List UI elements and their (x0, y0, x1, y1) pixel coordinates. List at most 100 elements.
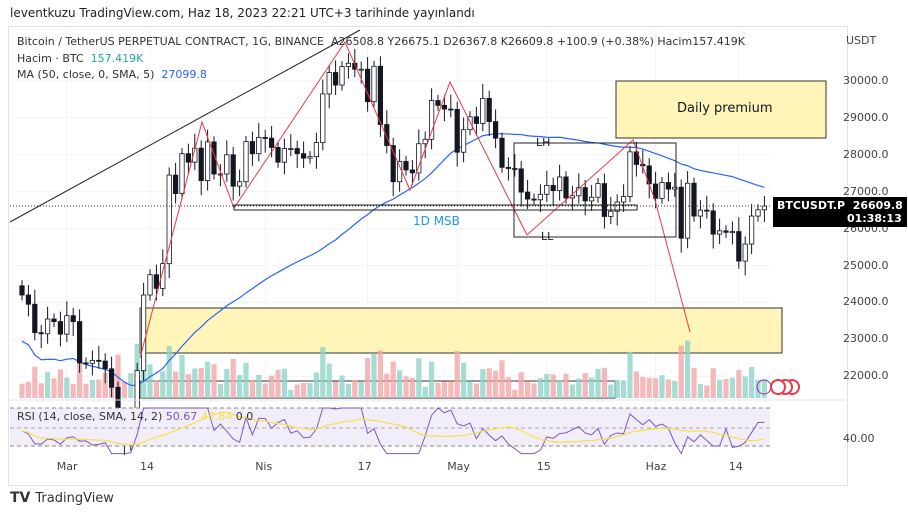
candle (109, 368, 115, 388)
volume-bar (537, 378, 543, 398)
volume-bar (729, 377, 735, 398)
range-box (513, 142, 677, 238)
candle (428, 100, 435, 140)
candle (371, 65, 377, 103)
candle (672, 186, 678, 190)
candle (19, 285, 25, 296)
volume-bar (243, 362, 249, 398)
candle (77, 321, 83, 364)
price-tick: 27000.0 (843, 184, 889, 198)
demand-zone (139, 307, 783, 354)
volume-bar (365, 358, 371, 398)
tv-logo-icon: TV (10, 490, 31, 506)
volume-bar (262, 383, 268, 398)
volume-bar (269, 375, 275, 398)
volume-bar (102, 372, 108, 398)
volume-bar (153, 380, 159, 398)
candle (262, 137, 268, 139)
volume-bar (569, 384, 575, 398)
candle (512, 168, 518, 170)
candle (25, 294, 32, 305)
candle (486, 97, 492, 122)
price-tag-symbol: BTCUSDT.P (777, 199, 846, 212)
candle (550, 185, 556, 191)
candle (435, 100, 441, 106)
candle (544, 185, 550, 195)
tradingview-logo[interactable]: TV TradingView (10, 490, 114, 506)
candle (172, 174, 179, 194)
candle (313, 142, 320, 158)
volume-bar (25, 381, 31, 398)
volume-bar (704, 385, 710, 398)
candle (307, 156, 313, 159)
daily-premium-zone (615, 80, 827, 139)
candle (364, 68, 371, 103)
volume-bar (301, 383, 307, 398)
candle (403, 161, 409, 171)
candle (614, 201, 620, 212)
candle (70, 315, 76, 322)
candle (57, 321, 64, 335)
volume-bar (518, 372, 524, 398)
candle (102, 360, 108, 370)
lh-label: LH (536, 136, 551, 149)
volume-bar (249, 379, 255, 398)
ma-label[interactable]: MA (50, close, 0, SMA, 5) (17, 68, 155, 81)
candle (51, 318, 57, 322)
volume-bar (755, 379, 761, 398)
volume-bar (512, 389, 518, 398)
candle (281, 148, 288, 163)
volume-bar (345, 383, 351, 398)
volume-bar (576, 378, 582, 398)
candle (224, 154, 230, 175)
ohlc-open: A26508.8 (331, 35, 385, 48)
candle (390, 145, 396, 183)
candle (320, 93, 326, 144)
volume-label[interactable]: Hacim · BTC (17, 52, 84, 65)
volume-bar (320, 347, 326, 398)
candle (396, 161, 403, 183)
rsi-label[interactable]: RSI (14, close, SMA, 14, 2) (17, 410, 163, 423)
volume-bar (557, 380, 563, 398)
candle (659, 182, 665, 199)
volume-bar (115, 354, 121, 398)
volume-bar (646, 377, 652, 398)
volume-bar (435, 382, 441, 398)
volume-bar (659, 375, 665, 398)
candle (633, 151, 640, 165)
volume-bar (57, 369, 63, 398)
volume-bar (467, 381, 473, 398)
price-tag-price: 26609.8 (852, 199, 903, 212)
time-tick: May (447, 460, 470, 473)
volume-bar (205, 361, 211, 398)
candle (531, 198, 537, 201)
volume-bar (665, 379, 671, 398)
candle (332, 72, 339, 86)
candle (441, 104, 448, 110)
volume-bar (237, 375, 243, 398)
volume-bar (691, 367, 697, 398)
volume-bar (710, 368, 716, 398)
candle (518, 168, 524, 193)
volume-bar (166, 346, 172, 398)
volume-bar (480, 369, 486, 398)
volume-bar (621, 380, 627, 398)
volume-bar (64, 377, 70, 398)
candle (729, 231, 736, 233)
candle (717, 230, 723, 235)
candle (288, 148, 294, 150)
time-tick: 17 (357, 460, 372, 473)
chart-frame[interactable] (8, 26, 848, 486)
price-tick: 24000.0 (843, 295, 889, 309)
volume-bar (281, 368, 287, 398)
volume-bar (179, 355, 185, 398)
volume-bar (51, 378, 57, 398)
volume-bar (275, 370, 281, 398)
volume-bar (589, 377, 595, 398)
ohlc-change: +100.9 (+0.38%) (556, 35, 654, 48)
ma-line (21, 132, 765, 386)
price-tick: 25000.0 (843, 258, 889, 272)
candle (736, 231, 742, 262)
volume-bar (461, 362, 467, 398)
